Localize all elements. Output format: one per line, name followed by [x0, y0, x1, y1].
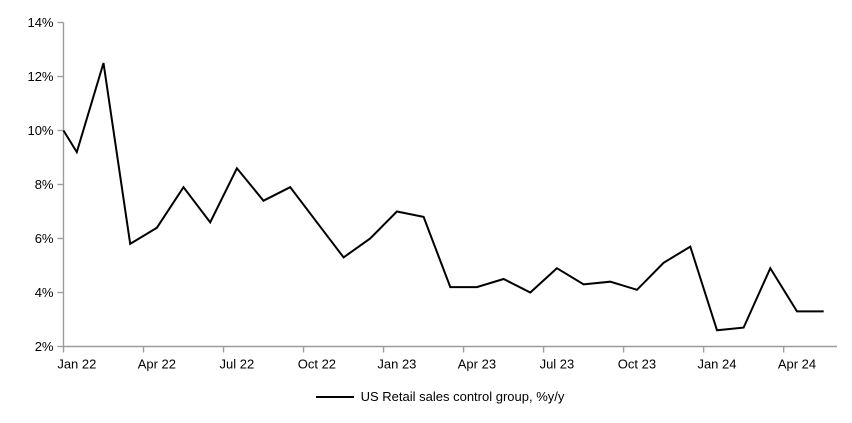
x-tick-label: Apr 22	[138, 357, 176, 372]
x-tick-label: Jan 23	[377, 357, 416, 372]
x-tick-label: Jan 24	[697, 357, 736, 372]
y-tick-label: 4%	[35, 285, 54, 300]
series-line	[62, 62, 824, 332]
y-tick-label: 12%	[27, 69, 53, 84]
y-tick-label: 14%	[27, 15, 53, 30]
y-tick-label: 10%	[27, 123, 53, 138]
x-tick-label: Jan 22	[57, 357, 96, 372]
x-tick-label: Jul 22	[220, 357, 255, 372]
x-tick-label: Jul 23	[540, 357, 575, 372]
y-tick-label: 6%	[35, 231, 54, 246]
x-tick-label: Apr 23	[458, 357, 496, 372]
y-tick-label: 8%	[35, 177, 54, 192]
legend-line-sample	[315, 395, 354, 398]
x-tick-label: Oct 22	[298, 357, 336, 372]
y-tick-label: 2%	[35, 339, 54, 354]
legend: US Retail sales control group, %y/y	[30, 389, 850, 404]
x-tick-label: Oct 23	[618, 357, 656, 372]
legend-series-label: US Retail sales control group, %y/y	[360, 389, 565, 404]
x-tick-label: Apr 24	[778, 357, 816, 372]
